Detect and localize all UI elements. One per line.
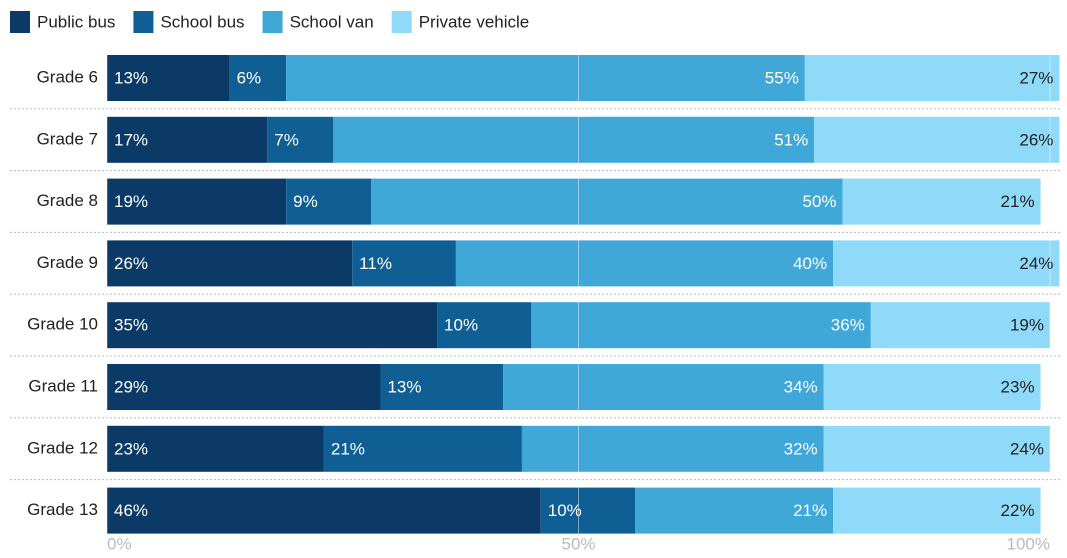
value-label: 40% [793,254,827,273]
bar-segment [286,178,372,225]
value-label: 34% [784,377,818,396]
bar-segment [286,55,805,101]
value-label: 19% [114,192,148,211]
value-label: 21% [1001,192,1035,211]
bar-segment [267,116,334,163]
bar-segment [842,178,1041,225]
x-tick-label: 100% [1007,534,1050,553]
bar-segment [107,178,287,225]
bar-segment [371,178,843,225]
legend-swatch [10,11,30,33]
value-label: 13% [387,377,421,396]
y-tick-label: Grade 10 [27,315,98,334]
bar-segment [521,425,824,472]
value-label: 9% [293,192,318,211]
value-label: 35% [114,316,148,335]
value-label: 23% [114,439,148,458]
bar-segment [107,240,353,287]
bar-segment [333,116,815,163]
value-label: 21% [793,501,827,520]
bar-segment [107,487,541,534]
y-tick-label: Grade 7 [37,129,98,148]
value-label: 13% [114,68,148,87]
bar-segment [229,55,287,101]
value-label: 29% [114,377,148,396]
value-label: 19% [1010,316,1044,335]
value-label: 10% [444,316,478,335]
legend-label: Private vehicle [419,12,530,31]
bar-segment [804,55,1060,101]
bar-segment [107,302,438,349]
value-label: 10% [548,501,582,520]
value-label: 27% [1019,68,1053,87]
bar-segment [455,240,834,287]
bar-segment [823,425,1050,472]
value-label: 6% [237,68,262,87]
value-label: 46% [114,501,148,520]
bar-segment [540,487,636,534]
bar-segment [870,302,1050,349]
legend-label: Public bus [37,12,115,31]
bar-segment [107,55,230,101]
value-label: 22% [1001,501,1035,520]
value-label: 11% [359,254,392,273]
legend-swatch [262,11,283,33]
bar-segment [380,364,504,410]
x-tick-label: 0% [107,534,132,553]
value-label: 32% [784,439,818,458]
bar-segment [814,116,1060,163]
bar-segment [635,487,834,534]
y-tick-label: Grade 9 [37,253,98,272]
value-label: 51% [774,130,808,149]
x-tick-label: 50% [561,534,595,553]
value-label: 17% [114,130,148,149]
value-label: 26% [1019,130,1053,149]
value-label: 50% [803,192,837,211]
bar-segment [352,240,456,287]
value-label: 23% [1001,377,1035,396]
bar-segment [107,364,381,410]
y-tick-label: Grade 13 [27,500,98,519]
legend-swatch [133,11,154,33]
legend-swatch [391,11,412,33]
value-label: 7% [274,130,299,149]
bar-segment [437,302,532,349]
value-label: 55% [765,68,799,87]
bar-segment [833,240,1060,287]
y-tick-label: Grade 8 [37,191,98,210]
bar-segment [531,302,871,349]
bar-segment [107,425,324,472]
value-label: 21% [331,439,365,458]
value-label: 26% [114,254,148,273]
value-label: 24% [1010,439,1044,458]
bar-segment [503,364,824,410]
legend-label: School bus [160,12,244,31]
value-label: 36% [831,316,865,335]
legend-label: School van [290,12,374,31]
bar-segment [823,364,1041,410]
bar-segment [107,116,268,163]
bar-segment [833,487,1041,534]
bar-segment [323,425,522,472]
y-tick-label: Grade 12 [27,438,98,457]
value-label: 24% [1019,254,1053,273]
y-tick-label: Grade 11 [28,376,98,395]
y-tick-label: Grade 6 [37,67,98,86]
